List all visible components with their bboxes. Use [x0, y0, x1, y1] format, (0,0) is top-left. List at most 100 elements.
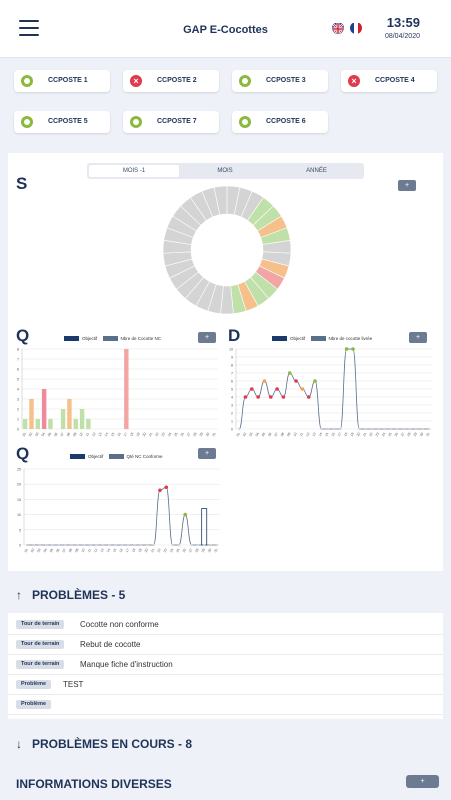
s-donut-chart — [162, 186, 292, 314]
x-tick-label: 20 — [142, 432, 147, 437]
uk-flag-icon[interactable] — [332, 22, 344, 34]
s-add-button[interactable]: + — [398, 180, 416, 191]
data-point — [196, 543, 200, 547]
problemes-header[interactable]: ↑ PROBLÈMES - 5 — [16, 588, 125, 602]
bar — [48, 419, 53, 429]
x-tick-label: 12 — [305, 432, 310, 437]
x-tick-label: 31 — [425, 432, 430, 437]
y-tick-label: 10 — [229, 348, 233, 352]
x-tick-label: 06 — [53, 432, 58, 437]
tab-annee[interactable]: ANNÉE — [306, 168, 327, 174]
poste-card[interactable]: × CCPOSTE 4 — [341, 70, 437, 92]
data-point — [133, 543, 136, 547]
clock: 13:59 — [386, 15, 420, 30]
y-tick-label: 4 — [17, 388, 19, 392]
current-date: 08/04/2020 — [384, 33, 420, 40]
x-tick-label: 08 — [66, 432, 71, 437]
bar — [29, 399, 34, 429]
poste-card[interactable]: CCPOSTE 6 — [232, 111, 328, 133]
x-tick-label: 24 — [381, 432, 386, 437]
probleme-tag: Tour de terrain — [16, 640, 65, 649]
x-tick-label: 04 — [255, 432, 260, 437]
tab-mois[interactable]: MOIS — [217, 168, 233, 174]
x-tick-label: 16 — [330, 432, 335, 437]
poste-card[interactable]: CCPOSTE 3 — [232, 70, 328, 92]
x-tick-label: 16 — [116, 432, 121, 437]
probleme-row[interactable]: Tour de terrain Manque fiche d'instructio… — [8, 655, 443, 675]
status-ok-icon — [239, 116, 251, 128]
q2-chart-legend: Objectif Qté NC Conforme — [70, 454, 163, 460]
data-point — [190, 543, 193, 547]
data-point — [320, 427, 323, 431]
q2-add-button[interactable]: + — [198, 448, 216, 459]
fr-flag-icon[interactable] — [350, 22, 362, 34]
data-point — [427, 427, 431, 431]
x-tick-label: 31 — [213, 548, 218, 553]
x-tick-label: 27 — [188, 548, 193, 553]
poste-card[interactable]: CCPOSTE 7 — [123, 111, 219, 133]
legend-swatch-series — [102, 336, 118, 342]
bar — [67, 399, 72, 429]
x-tick-label: 30 — [205, 432, 210, 437]
bar — [22, 419, 28, 429]
data-point — [377, 427, 380, 431]
bar — [86, 419, 91, 429]
probleme-row[interactable]: Tour de terrain Rebut de cocotte — [8, 635, 443, 655]
probleme-row[interactable]: Tour de terrain Cocotte non conforme — [8, 615, 443, 635]
objective-bar — [201, 508, 208, 546]
poste-card[interactable]: CCPOSTE 1 — [14, 70, 110, 92]
poste-card[interactable]: × CCPOSTE 2 — [123, 70, 219, 92]
data-point — [287, 371, 292, 375]
y-tick-label: 5 — [19, 528, 21, 532]
x-tick-label: 16 — [118, 548, 123, 553]
legend-label-series: Nbre de cocotte livrée — [328, 336, 373, 341]
x-tick-label: 09 — [72, 432, 77, 437]
y-tick-label: 4 — [231, 396, 233, 400]
x-tick-label: 30 — [207, 548, 212, 553]
data-point — [89, 543, 92, 547]
legend-label-objectif: Objectif — [82, 336, 98, 341]
x-tick-label: 17 — [337, 432, 342, 437]
data-point — [281, 395, 286, 399]
poste-label: CCPOSTE 3 — [266, 77, 306, 84]
probleme-row[interactable]: Problème — [8, 695, 443, 715]
data-point — [101, 543, 105, 547]
x-tick-label: 25 — [173, 432, 178, 437]
x-tick-label: 09 — [74, 548, 79, 553]
data-point — [44, 543, 48, 547]
data-point — [389, 427, 393, 431]
x-tick-label: 02 — [30, 548, 35, 553]
probleme-row[interactable]: Problème TEST — [8, 675, 443, 695]
x-tick-label: 12 — [91, 432, 96, 437]
x-tick-label: 26 — [180, 432, 185, 437]
menu-icon[interactable] — [19, 20, 39, 36]
x-tick-label: 26 — [394, 432, 399, 437]
x-tick-label: 03 — [248, 432, 253, 437]
x-tick-label: 26 — [182, 548, 187, 553]
period-selector[interactable]: MOIS -1 MOIS ANNÉE — [87, 163, 364, 179]
x-tick-label: 03 — [36, 548, 41, 553]
data-point — [152, 543, 155, 547]
data-point — [358, 427, 361, 431]
app-title: GAP E-Cocottes — [183, 24, 268, 36]
y-tick-label: 8 — [231, 364, 233, 368]
y-tick-label: 8 — [17, 348, 19, 352]
q-add-button[interactable]: + — [198, 332, 216, 343]
data-point — [364, 427, 367, 431]
d-add-button[interactable]: + — [409, 332, 427, 343]
y-tick-label: 1 — [17, 418, 19, 422]
bar — [60, 409, 66, 429]
x-tick-label: 05 — [49, 548, 54, 553]
problemes-en-cours-header[interactable]: ↓ PROBLÈMES EN COURS - 8 — [16, 737, 192, 751]
x-tick-label: 02 — [28, 432, 33, 437]
data-point — [202, 543, 206, 547]
poste-card[interactable]: CCPOSTE 5 — [14, 111, 110, 133]
informations-add-button[interactable]: + — [406, 775, 439, 788]
tab-mois-1[interactable]: MOIS -1 — [89, 165, 179, 177]
data-point — [171, 543, 174, 547]
q-chart-legend: Objectif Nbre de Cocotte NC — [64, 336, 161, 342]
x-tick-label: 17 — [123, 432, 128, 437]
x-tick-label: 15 — [112, 548, 117, 553]
